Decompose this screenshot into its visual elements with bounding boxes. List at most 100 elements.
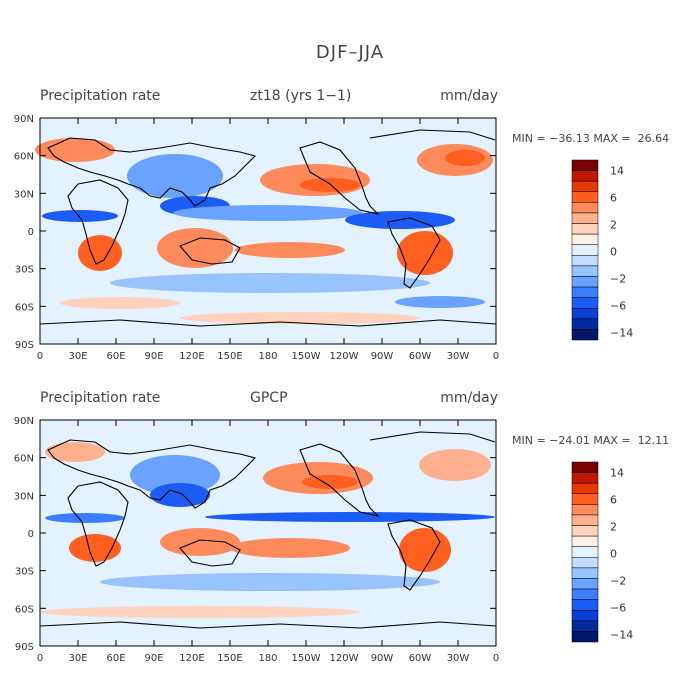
x-tick-label: 90W xyxy=(371,653,394,664)
colorbar-swatch xyxy=(571,472,599,484)
colorbar-label: 6 xyxy=(610,494,617,507)
colorbar-swatch xyxy=(571,180,599,193)
x-axis: 0 30E 60E 90E 120E 150E 180 150W 120W 90W 60W 30W 0 xyxy=(37,118,499,362)
x-tick-label: 90E xyxy=(144,653,163,664)
x-tick-label: 60E xyxy=(106,351,125,362)
y-tick-label: 30S xyxy=(15,265,34,276)
panel-center-title: GPCP xyxy=(250,390,288,406)
colorbar-swatch xyxy=(571,244,599,256)
y-tick-label: 60S xyxy=(15,302,34,313)
x-tick-label: 0 xyxy=(493,653,499,664)
colorbar-swatch xyxy=(571,620,599,632)
colorbar-swatch xyxy=(571,631,599,643)
colorbar: 14 6 2 0 −2 −6 −14 xyxy=(571,159,633,341)
colorbar-swatch xyxy=(571,297,599,309)
colorbar-swatch xyxy=(571,546,599,558)
colorbar-swatch xyxy=(571,567,599,579)
x-tick-label: 0 xyxy=(37,653,43,664)
y-tick-label: 90N xyxy=(14,416,34,427)
x-tick-label: 180 xyxy=(258,653,277,664)
x-tick-label: 90W xyxy=(371,351,394,362)
colorbar-swatch xyxy=(571,599,599,611)
panel-left-title: Precipitation rate xyxy=(40,88,161,104)
colorbar-swatch xyxy=(571,609,599,622)
y-axis: 90N 60N 30N 0 30S 60S 90S xyxy=(14,114,496,351)
colorbar-label: 14 xyxy=(610,467,624,480)
colorbar-label: 2 xyxy=(610,219,617,232)
x-axis: 0 30E 60E 90E 120E 150E 180 150W 120W 90W 60W 30W 0 xyxy=(37,420,499,664)
colorbar-swatch xyxy=(571,212,599,224)
colorbar-swatch xyxy=(571,202,599,214)
x-tick-label: 60W xyxy=(409,653,432,664)
x-tick-label: 180 xyxy=(258,351,277,362)
panel-center-title: zt18 (yrs 1−1) xyxy=(250,88,352,104)
colorbar-swatch xyxy=(571,329,599,341)
x-tick-label: 120E xyxy=(179,653,204,664)
y-tick-label: 90S xyxy=(15,642,34,653)
colorbar-swatch xyxy=(571,461,599,473)
x-tick-label: 120W xyxy=(330,653,359,664)
panel-units: mm/day xyxy=(440,88,498,104)
colorbar-label: −6 xyxy=(610,300,626,313)
y-tick-label: 30N xyxy=(14,189,34,200)
colorbar-label: 2 xyxy=(610,521,617,534)
colorbar-swatch xyxy=(571,233,599,245)
figure-title: DJF–JJA xyxy=(315,42,385,63)
colorbar-label: 14 xyxy=(610,165,624,178)
colorbar-label: 0 xyxy=(610,246,617,259)
x-tick-label: 30E xyxy=(68,351,87,362)
colorbar-label: −14 xyxy=(610,327,633,340)
colorbar-swatch xyxy=(571,265,599,277)
colorbar-label: −6 xyxy=(610,602,626,615)
x-tick-label: 30W xyxy=(447,351,470,362)
colorbar-swatch xyxy=(571,307,599,320)
min-max-text: MIN = −36.13 MAX = 26.64 xyxy=(512,132,670,145)
colorbar-swatch xyxy=(571,482,599,495)
colorbar-swatch xyxy=(571,286,599,298)
y-tick-label: 60S xyxy=(15,604,34,615)
x-tick-label: 0 xyxy=(37,351,43,362)
colorbar-swatch xyxy=(571,525,599,537)
colorbar-swatch xyxy=(571,170,599,182)
y-tick-label: 90N xyxy=(14,114,34,125)
map-field xyxy=(35,118,497,344)
coastlines xyxy=(39,431,497,629)
panel-units: mm/day xyxy=(440,390,498,406)
x-tick-label: 150W xyxy=(292,653,321,664)
x-tick-label: 150E xyxy=(217,653,242,664)
x-tick-label: 60E xyxy=(106,653,125,664)
x-tick-label: 150W xyxy=(292,351,321,362)
colorbar-swatch xyxy=(571,318,599,330)
colorbar-label: −14 xyxy=(610,629,633,642)
colorbar: 14 6 2 0 −2 −6 −14 xyxy=(571,461,633,643)
colorbar-label: 6 xyxy=(610,192,617,205)
colorbar-swatch xyxy=(571,276,599,288)
panel-left-title: Precipitation rate xyxy=(40,390,161,406)
y-tick-label: 60N xyxy=(14,152,34,163)
x-tick-label: 150E xyxy=(217,351,242,362)
panel-gpcp: Precipitation rate GPCP mm/day MIN = −24… xyxy=(0,390,700,690)
colorbar-label: 0 xyxy=(610,548,617,561)
y-tick-label: 90S xyxy=(15,340,34,351)
colorbar-swatch xyxy=(571,255,599,267)
y-tick-label: 30N xyxy=(14,491,34,502)
colorbar-swatch xyxy=(571,514,599,526)
x-tick-label: 60W xyxy=(409,351,432,362)
x-tick-label: 30W xyxy=(447,653,470,664)
y-tick-label: 60N xyxy=(14,454,34,465)
panel-model: Precipitation rate zt18 (yrs 1−1) mm/day… xyxy=(0,88,700,388)
colorbar-label: −2 xyxy=(610,575,626,588)
map-field xyxy=(39,420,497,646)
colorbar-swatch xyxy=(571,493,599,505)
y-tick-label: 0 xyxy=(28,227,34,238)
colorbar-swatch xyxy=(571,588,599,600)
x-tick-label: 30E xyxy=(68,653,87,664)
colorbar-label: −2 xyxy=(610,273,626,286)
x-tick-label: 90E xyxy=(144,351,163,362)
y-tick-label: 0 xyxy=(28,529,34,540)
x-tick-label: 120E xyxy=(179,351,204,362)
colorbar-swatch xyxy=(571,578,599,590)
coastlines xyxy=(39,129,497,327)
map-svg: 0 30E 60E 90E 120E 150E 180 150W 120W 90W 60W 30W 0 … xyxy=(14,416,633,664)
y-axis: 90N 60N 30N 0 30S 60S 90S xyxy=(14,416,496,653)
